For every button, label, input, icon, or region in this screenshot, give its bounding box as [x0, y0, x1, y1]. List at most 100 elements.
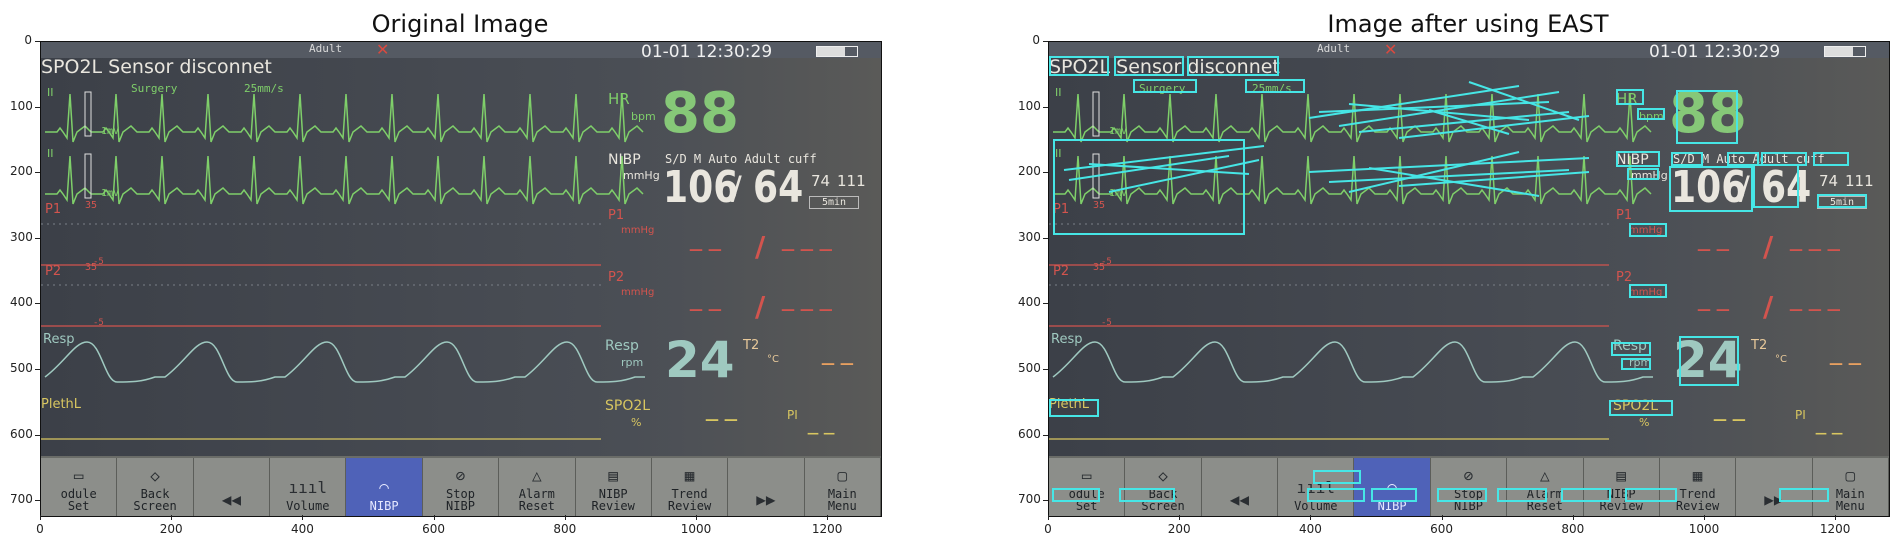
detection-edge	[1428, 109, 1510, 135]
det-back-screen-icon: ◇	[1158, 466, 1168, 485]
det-softkey-8[interactable]: ▦ Trend Review	[1660, 458, 1737, 516]
resp-value: 24	[665, 331, 735, 389]
softkey-label2: Reset	[518, 499, 555, 513]
softkey-9[interactable]: ▶▶	[728, 458, 805, 516]
softkey-5[interactable]: ⊘ Stop NIBP	[423, 458, 500, 516]
det-hr-value: 88	[1669, 81, 1747, 146]
y-tick-mark	[1043, 41, 1048, 42]
det-resp-value: 24	[1673, 331, 1743, 389]
x-tick-label: 800	[1561, 522, 1585, 536]
det-softkey-0[interactable]: ▭ odule Set	[1049, 458, 1126, 516]
det-p1-scale-top: 35	[1093, 200, 1106, 211]
detection-box	[1627, 168, 1659, 180]
softkey-10[interactable]: ▢ Main Menu	[805, 458, 881, 516]
detection-box	[1727, 152, 1759, 166]
det-datetime: 01-01 12:30:29	[1649, 42, 1781, 62]
pi-label: PI	[787, 408, 798, 422]
det-p1-scale-bottom: -5	[1101, 257, 1112, 267]
detection-box	[1616, 151, 1660, 167]
datetime: 01-01 12:30:29	[641, 42, 773, 62]
detection-box	[1679, 336, 1739, 386]
back-screen-icon: ◇	[150, 466, 160, 485]
det-softkey-4[interactable]: ◠ NIBP	[1354, 458, 1431, 516]
det-softkey-1[interactable]: ◇ Back Screen	[1125, 458, 1202, 516]
detection-box	[1497, 488, 1547, 502]
softkey-label2: NIBP	[369, 499, 399, 513]
y-tick-mark	[35, 303, 40, 305]
det-softkey-7[interactable]: ▤ NIBP Review	[1584, 458, 1660, 516]
det-pi-label: PI	[1795, 408, 1806, 422]
detection-box	[1052, 488, 1100, 502]
y-tick-label: 700	[1018, 492, 1041, 507]
detection-edge	[1308, 157, 1590, 173]
detection-box	[1629, 223, 1667, 237]
detection-box	[1676, 90, 1738, 144]
module-icon: ▭	[73, 466, 84, 485]
left-image-panel: Adult ✕ 01-01 12:30:29 SPO2L Sensor disconn…	[40, 41, 882, 517]
det-alarm-mute-icon: ✕	[1384, 41, 1398, 59]
det-forward-icon: ▶▶	[1764, 490, 1784, 509]
softkey-7[interactable]: ▤ NIBP Review	[576, 458, 652, 516]
det-softkey-2[interactable]: ◀◀	[1202, 458, 1279, 516]
detection-box	[1637, 108, 1665, 120]
resp-unit: rpm	[621, 356, 644, 369]
det-softkey-5[interactable]: ⊘ Stop NIBP	[1431, 458, 1508, 516]
softkey-label1: Back	[140, 487, 170, 501]
det-waveforms	[1049, 91, 1653, 440]
pleth-label: PlethL	[41, 397, 82, 412]
det-alarm-message: SPO2L Sensor disconnet	[1049, 56, 1280, 78]
x-tick-mark	[171, 515, 173, 520]
x-tick-mark	[827, 515, 829, 520]
softkey-6[interactable]: △ Alarm Reset	[499, 458, 576, 516]
det-ecg-cal-1	[1092, 91, 1100, 137]
x-tick-mark	[1179, 515, 1181, 520]
det-softkey-9[interactable]: ▶▶	[1736, 458, 1813, 516]
x-tick-label: 1000	[680, 522, 712, 536]
x-tick-mark	[1704, 515, 1705, 520]
detection-edge	[1338, 91, 1560, 127]
y-tick-mark	[1043, 172, 1048, 174]
softkey-0[interactable]: ▭ odule Set	[41, 458, 118, 516]
detection-box	[1817, 194, 1867, 208]
det-softkey-10[interactable]: ▢ Main Menu	[1813, 458, 1889, 516]
detection-box	[1561, 488, 1611, 502]
softkey-label2: Screen	[133, 499, 177, 513]
left-panel-title: Original Image	[371, 10, 549, 38]
softkey-label1: Alarm	[518, 487, 555, 501]
det-softkey-label1: Main	[1835, 487, 1865, 501]
detection-box	[1119, 488, 1175, 502]
detection-edge	[1398, 115, 1590, 139]
softkey-2[interactable]: ◀◀	[194, 458, 271, 516]
det-nibp-icon: ◠	[1387, 478, 1397, 497]
ecg-lead-2: II	[47, 147, 54, 160]
battery-icon	[816, 46, 858, 57]
detection-box	[1114, 56, 1184, 76]
detection-edge	[1318, 101, 1550, 113]
softkey-label2: Review	[667, 499, 712, 513]
x-tick-mark	[1835, 515, 1837, 520]
softkey-4[interactable]: ◠ NIBP	[346, 458, 423, 516]
det-softkey-label2: Volume	[1294, 499, 1338, 513]
nibp-review-icon: ▤	[608, 466, 619, 485]
y-tick-label: 600	[10, 426, 33, 441]
detection-edge	[1088, 163, 1250, 175]
y-tick-label: 300	[1018, 229, 1041, 244]
hr-value: 88	[661, 81, 739, 146]
det-softkey-6[interactable]: △ Alarm Reset	[1507, 458, 1584, 516]
y-tick-mark	[1043, 369, 1048, 370]
t2-value: — —	[821, 356, 854, 372]
det-nibp-mean: 74	[1819, 172, 1839, 190]
softkey-1[interactable]: ◇ Back Screen	[117, 458, 194, 516]
resp-label: Resp	[605, 338, 639, 354]
hr-label: HR	[608, 90, 630, 108]
top-status-bar	[41, 42, 881, 58]
detection-edge	[1328, 169, 1570, 183]
forward-icon: ▶▶	[756, 490, 776, 509]
softkey-8[interactable]: ▦ Trend Review	[652, 458, 729, 516]
detection-box	[1671, 152, 1703, 166]
det-softkey-label1: Back	[1148, 487, 1178, 501]
softkey-3[interactable]: ıııl Volume	[270, 458, 347, 516]
x-tick-mark	[696, 515, 697, 520]
nibp-mean: 74	[811, 172, 831, 190]
hr-unit: bpm	[631, 110, 656, 123]
